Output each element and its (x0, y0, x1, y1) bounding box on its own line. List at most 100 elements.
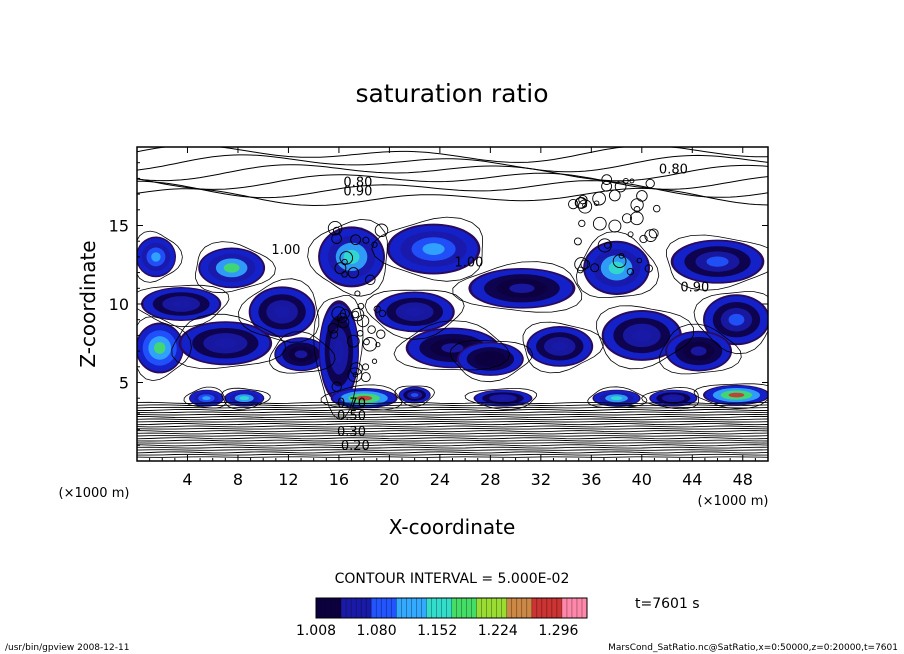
contour-line (367, 325, 376, 334)
colorbar-segment (441, 598, 447, 618)
shaded-region (274, 337, 328, 372)
contour-line (576, 266, 584, 274)
shaded-region (583, 240, 651, 296)
colorbar-tick-label: 1.008 (296, 623, 336, 639)
colorbar-segment (331, 598, 337, 618)
x-tick-label: 32 (531, 470, 551, 489)
contour-line (362, 363, 370, 371)
contour-label: 1.00 (271, 243, 300, 258)
colorbar-segment (411, 598, 417, 618)
shaded-region (592, 389, 641, 407)
colorbar-frame (315, 597, 588, 619)
contour-line (347, 367, 363, 383)
contour-line (171, 313, 286, 370)
colorbar (315, 597, 588, 619)
contour-line (337, 316, 350, 329)
contour-line (580, 259, 591, 270)
colorbar-segment (421, 598, 427, 618)
colorbar-segment (461, 598, 467, 618)
contour-line (630, 198, 644, 212)
contour-line (658, 323, 742, 375)
contour-label: 0.80 (659, 163, 688, 178)
x-tick-label: 48 (733, 470, 753, 489)
contour-line (593, 200, 600, 206)
y-axis-label: Z-coordinate (76, 240, 100, 367)
contour-line (268, 331, 336, 374)
contour-line (137, 423, 768, 426)
contour-line (351, 310, 360, 319)
contour-line (137, 444, 768, 447)
colorbar-tick-label: 1.224 (478, 623, 518, 639)
contour-line (608, 219, 622, 233)
colorbar-segment (576, 598, 583, 618)
contour-line (574, 257, 589, 272)
contour-line (137, 408, 768, 411)
contour-label: 0.90 (343, 185, 372, 200)
contour-line (307, 218, 388, 297)
colorbar-segment (471, 598, 477, 618)
shaded-region (137, 236, 176, 278)
colorbar-segment (566, 598, 573, 618)
x-tick-label: 16 (329, 470, 349, 489)
y-unit-label: (×1000 m) (59, 486, 130, 501)
contour-line (452, 261, 583, 313)
contour-line (137, 453, 768, 456)
contour-interval-label: CONTOUR INTERVAL = 5.000E-02 (335, 571, 570, 587)
colorbar-segment (381, 598, 387, 618)
contour-line (666, 234, 768, 291)
shaded-region (703, 384, 768, 406)
colorbar-segment (516, 598, 523, 618)
colorbar-segment (376, 598, 382, 618)
contour-line (693, 291, 768, 355)
contour-line (339, 251, 354, 265)
x-tick-label: 8 (233, 470, 243, 489)
contour-line (137, 456, 768, 458)
contour-line (604, 241, 611, 249)
colorbar-segment (371, 598, 377, 618)
contour-line (350, 234, 361, 246)
contour-line (137, 164, 768, 182)
shaded-region (601, 309, 682, 361)
contour-line (354, 290, 361, 297)
colorbar-tick-label: 1.152 (417, 623, 457, 639)
contour-line (137, 180, 768, 199)
contour-line (137, 172, 768, 190)
contour-line (633, 206, 641, 213)
shaded-region (386, 223, 481, 275)
footer-right: MarsCond_SatRatio.nc@SatRatio,x=0:50000,… (608, 643, 898, 653)
y-tick-label: 5 (119, 374, 129, 393)
contour-lines (137, 147, 768, 458)
x-tick-label: 20 (379, 470, 399, 489)
contour-line (373, 305, 381, 313)
colorbar-segment (451, 598, 457, 618)
shaded-region (398, 386, 431, 404)
colorbar-segment (426, 598, 432, 618)
contour-line (648, 228, 659, 239)
contour-line (349, 362, 363, 376)
contour-line (597, 238, 612, 253)
contour-line (621, 213, 633, 224)
x-tick-label: 44 (682, 470, 702, 489)
contour-line (313, 295, 364, 420)
contour-line (137, 147, 768, 163)
contour-line (652, 204, 661, 213)
contour-line (327, 322, 339, 334)
contour-line (371, 216, 484, 282)
contour-label: 1.00 (454, 255, 483, 270)
contour-line (573, 237, 582, 246)
colorbar-segment (456, 598, 462, 618)
colorbar-tick-label: 1.080 (357, 623, 397, 639)
colorbar-tick-labels: 1.008 1.080 1.152 1.224 1.296 (296, 623, 579, 639)
contour-line (364, 289, 465, 340)
contour-line (596, 305, 694, 370)
contour-line (137, 425, 768, 428)
colorbar-segment (446, 598, 452, 618)
colorbar-segment (536, 598, 543, 618)
colorbar-segment (581, 598, 588, 618)
shaded-region (473, 389, 533, 407)
contour-line (137, 284, 230, 328)
colorbar-segment (406, 598, 412, 618)
contour-line (137, 439, 768, 442)
shaded-region (137, 322, 184, 374)
